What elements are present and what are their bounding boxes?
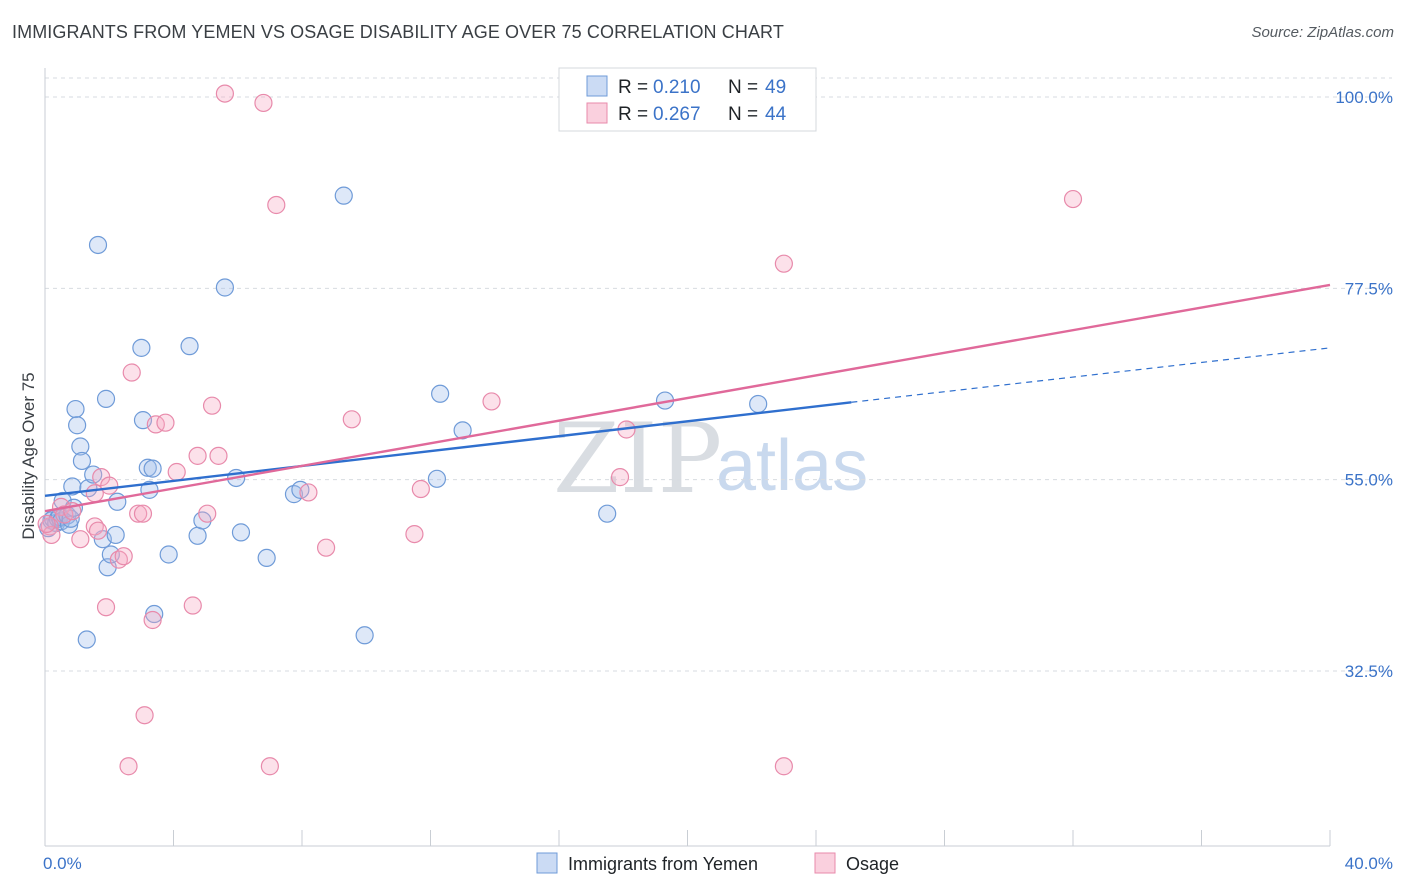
yemen-point <box>106 525 125 545</box>
y-tick-label: 100.0% <box>1335 88 1393 107</box>
stats-legend-n-value: 49 <box>765 77 786 98</box>
osage-point <box>96 598 116 617</box>
osage-trend-line <box>44 283 1331 513</box>
yemen-point <box>145 604 164 624</box>
yemen-trend-line <box>44 401 852 498</box>
yemen-point <box>334 186 353 205</box>
osage-point <box>774 757 793 776</box>
y-tick-label: 32.5% <box>1345 662 1393 681</box>
osage-point <box>411 479 430 499</box>
chart-title: IMMIGRANTS FROM YEMEN VS OSAGE DISABILIT… <box>12 22 784 42</box>
osage-point <box>135 706 154 725</box>
yemen-point <box>598 504 617 523</box>
stats-legend-n-label: N = <box>728 77 758 98</box>
yemen-point <box>88 235 108 255</box>
yemen-point <box>257 548 276 568</box>
osage-point <box>122 363 141 382</box>
yemen-point <box>77 630 96 649</box>
osage-point <box>143 610 162 630</box>
stats-legend-swatch-pink <box>586 102 608 124</box>
chart-source: Source: ZipAtlas.com <box>1251 24 1394 41</box>
yemen-point <box>453 421 472 440</box>
watermark-atlas: atlas <box>716 426 868 506</box>
osage-point <box>88 521 108 540</box>
osage-point <box>405 524 424 544</box>
yemen-point <box>108 492 127 511</box>
yemen-point <box>180 337 199 356</box>
x-tick-labels: 0.0% 40.0% <box>43 854 1393 873</box>
osage-point <box>133 504 153 523</box>
yemen-point <box>66 399 85 419</box>
yemen-trend-extension <box>851 347 1331 403</box>
osage-point <box>774 254 793 273</box>
osage-point <box>267 195 286 215</box>
osage-point <box>198 504 217 523</box>
osage-point <box>1063 189 1083 209</box>
gridlines <box>45 77 1392 672</box>
osage-point <box>202 396 222 415</box>
y-tick-label: 77.5% <box>1345 279 1393 298</box>
osage-point <box>119 757 138 776</box>
stats-legend-swatch-blue <box>586 75 608 97</box>
stats-legend-r-label: R = <box>618 104 648 125</box>
yemen-point <box>143 459 162 478</box>
y-tick-labels: 100.0% 77.5% 55.0% 32.5% <box>1335 88 1393 681</box>
x-tick-label: 40.0% <box>1345 854 1393 873</box>
stats-legend: R = 0.210 N = 49 R = 0.267 N = 44 <box>558 67 817 132</box>
series-legend-label-yemen: Immigrants from Yemen <box>568 854 758 874</box>
osage-point <box>71 530 90 549</box>
yemen-point <box>132 338 151 357</box>
osage-point <box>342 410 361 429</box>
osage-point <box>42 525 61 545</box>
yemen-point <box>63 477 82 496</box>
osage-point <box>482 392 501 411</box>
yemen-point <box>231 523 251 542</box>
stats-legend-r-label: R = <box>618 77 648 98</box>
yemen-point <box>431 384 450 403</box>
y-tick-label: 55.0% <box>1345 471 1393 490</box>
yemen-point <box>71 437 90 456</box>
stats-legend-r-value: 0.210 <box>653 77 701 98</box>
osage-point <box>37 514 56 533</box>
stats-legend-n-label: N = <box>728 104 758 125</box>
osage-point <box>188 446 207 465</box>
yemen-point <box>96 389 116 408</box>
yemen-point <box>427 469 447 488</box>
x-tick-label: 0.0% <box>43 854 82 873</box>
yemen-point <box>68 416 87 435</box>
stats-legend-r-value: 0.267 <box>653 104 701 125</box>
trend-layer <box>44 283 1331 513</box>
osage-point <box>114 547 133 566</box>
yemen-point <box>159 545 178 564</box>
osage-point <box>167 462 186 482</box>
series-legend-label-osage: Osage <box>846 854 899 874</box>
osage-point <box>100 476 119 495</box>
osage-point <box>209 446 228 465</box>
osage-point <box>254 93 273 113</box>
osage-point <box>610 468 630 487</box>
yemen-point <box>188 526 207 545</box>
series-legend-swatch-blue <box>536 852 558 874</box>
yemen-point <box>215 278 234 297</box>
osage-point <box>129 504 148 523</box>
series-legend-swatch-pink <box>814 852 836 874</box>
x-axis-ticks <box>173 830 1331 846</box>
osage-point <box>109 550 128 569</box>
yemen-point <box>749 394 768 414</box>
points-layer <box>37 84 1083 776</box>
y-axis-label: Disability Age Over 75 <box>19 372 38 539</box>
osage-point <box>299 483 318 502</box>
yemen-point <box>355 626 374 645</box>
osage-point <box>156 413 175 432</box>
series-legend: Immigrants from Yemen Osage <box>536 852 899 874</box>
yemen-point <box>72 451 92 471</box>
osage-point <box>316 538 336 557</box>
stats-legend-n-value: 44 <box>765 104 787 125</box>
osage-point <box>260 757 279 776</box>
osage-point <box>183 596 202 615</box>
osage-point <box>215 84 234 103</box>
yemen-point <box>59 515 79 534</box>
